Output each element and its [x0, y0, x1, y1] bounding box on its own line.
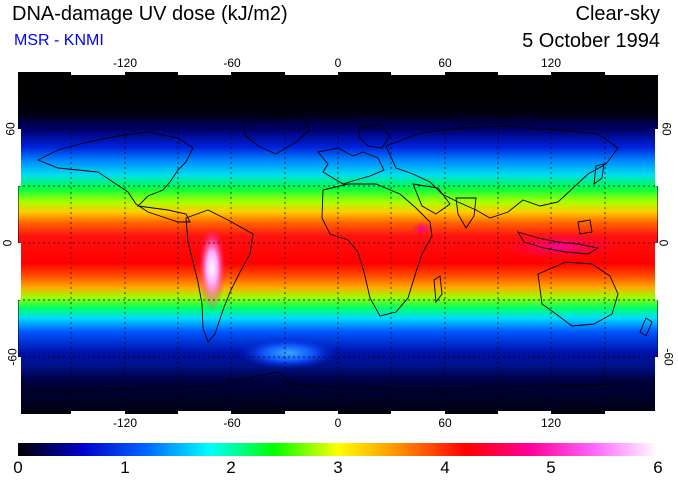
- colorbar-tick: 2: [226, 458, 236, 477]
- colorbar-tick: 1: [120, 458, 130, 477]
- arabia-coast: [412, 183, 451, 215]
- philippines-coast: [577, 219, 593, 235]
- north-america-coast: [36, 131, 194, 223]
- antarctica-coast: [18, 371, 658, 391]
- lat-tick-left: 0: [0, 239, 15, 247]
- source-label: MSR - KNMI: [14, 32, 104, 49]
- colorbar-tick: 6: [653, 458, 663, 477]
- lat-tick-right: 60: [659, 122, 674, 136]
- sky-condition-label: Clear-sky: [575, 3, 660, 25]
- lon-tick-bottom: 60: [438, 416, 452, 430]
- greenland-coast: [242, 115, 311, 155]
- map-border: [18, 72, 658, 414]
- east-africa-high-dose-area: [412, 222, 432, 236]
- andes-high-dose-area: [198, 226, 226, 310]
- lon-tick-top: 120: [540, 56, 562, 70]
- south-america-coast: [185, 209, 254, 343]
- europe-coast: [317, 147, 385, 185]
- japan-coast: [593, 163, 605, 185]
- south-atlantic-elevated-area: [238, 337, 338, 369]
- australia-coast: [537, 261, 619, 327]
- colorbar-tick: 4: [440, 458, 450, 477]
- lon-tick-top: -120: [112, 56, 138, 70]
- indonesia-coast: [517, 231, 600, 255]
- madagascar-coast: [433, 275, 443, 304]
- colorbar-tick: 5: [546, 458, 556, 477]
- colorbar: [18, 443, 658, 456]
- lon-tick-bottom: 120: [540, 416, 562, 430]
- lon-tick-top: 0: [334, 56, 342, 70]
- uv-dose-map-svg: [18, 72, 658, 414]
- scandinavia-coast: [357, 123, 391, 149]
- colorbar-svg: [18, 443, 658, 456]
- indonesia-high-dose-area: [500, 232, 620, 260]
- coastlines: [18, 115, 658, 391]
- lon-tick-bottom: -60: [223, 416, 241, 430]
- lat-tick-right: -60: [661, 348, 676, 366]
- colorbar-tick: 0: [13, 458, 23, 477]
- uv-dose-map: [18, 72, 658, 414]
- date-label: 5 October 1994: [522, 30, 660, 52]
- graticule: [18, 72, 658, 414]
- india-coast: [455, 197, 477, 229]
- lon-tick-top: -60: [223, 56, 241, 70]
- lon-tick-bottom: 0: [334, 416, 342, 430]
- map-title: DNA-damage UV dose (kJ/m2): [12, 3, 288, 25]
- new-zealand-coast: [639, 317, 653, 337]
- lon-tick-top: 60: [438, 56, 452, 70]
- lon-tick-bottom: -120: [112, 416, 138, 430]
- colorbar-tick: 3: [333, 458, 343, 477]
- lat-tick-left: 60: [3, 122, 18, 136]
- lat-tick-right: 0: [656, 239, 671, 247]
- africa-coast: [321, 183, 433, 317]
- colorbar-gradient: [18, 443, 658, 456]
